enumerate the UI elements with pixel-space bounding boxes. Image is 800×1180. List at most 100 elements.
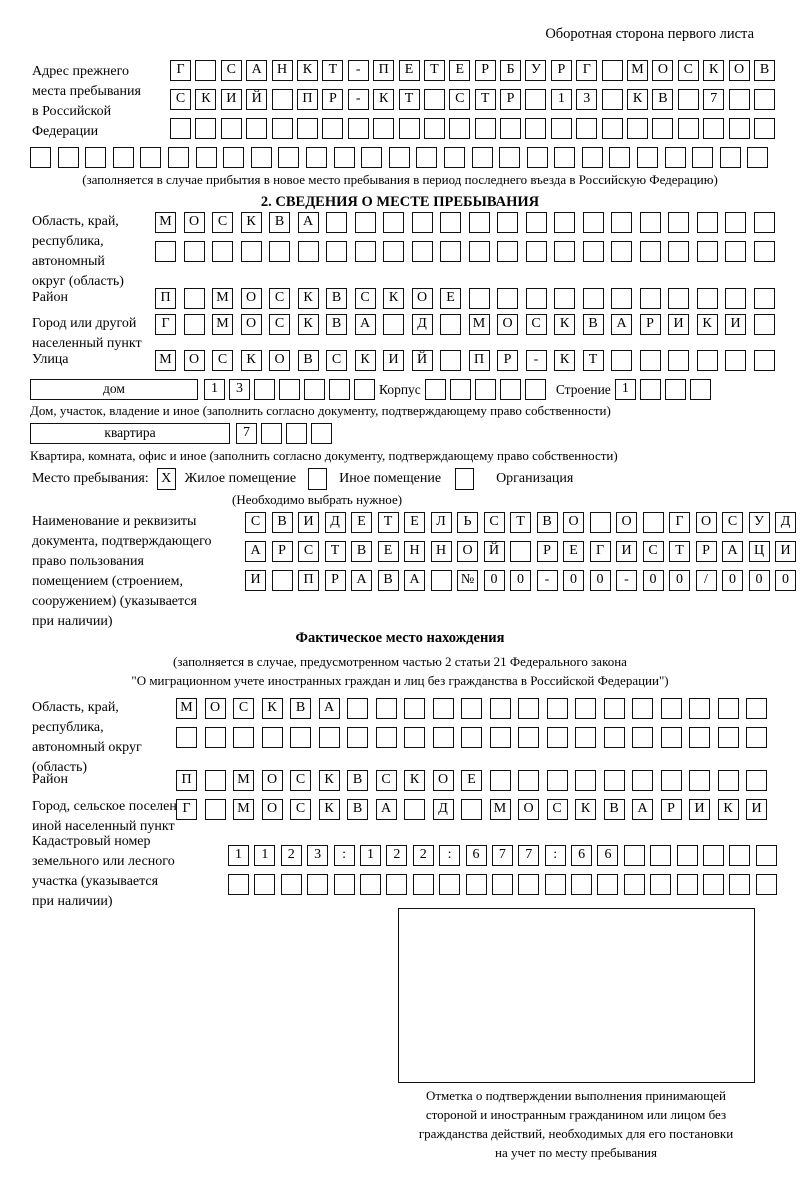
- char-cell[interactable]: [728, 118, 750, 139]
- char-cell[interactable]: [269, 241, 290, 262]
- char-cell[interactable]: Р: [474, 60, 496, 81]
- char-cell[interactable]: [753, 89, 775, 110]
- char-cell[interactable]: П: [468, 350, 490, 371]
- char-cell[interactable]: [489, 698, 511, 719]
- char-cell[interactable]: Т: [423, 60, 445, 81]
- char-cell[interactable]: [440, 314, 461, 335]
- char-cell[interactable]: 0: [722, 570, 743, 591]
- char-cell[interactable]: Ь: [457, 512, 478, 533]
- checkbox-organizaciya[interactable]: [455, 468, 475, 490]
- char-cell[interactable]: Г: [170, 60, 191, 81]
- char-cell[interactable]: 6: [597, 845, 619, 866]
- char-cell[interactable]: О: [728, 60, 750, 81]
- char-cell[interactable]: [497, 212, 518, 233]
- char-cell[interactable]: [499, 379, 521, 400]
- char-cell[interactable]: К: [554, 314, 575, 335]
- char-cell[interactable]: К: [696, 314, 718, 335]
- char-cell[interactable]: [383, 241, 404, 262]
- char-cell[interactable]: А: [632, 799, 653, 820]
- char-cell[interactable]: Г: [589, 541, 611, 562]
- char-cell[interactable]: П: [155, 288, 176, 309]
- char-cell[interactable]: [639, 350, 661, 371]
- char-cell[interactable]: О: [411, 288, 433, 309]
- char-cell[interactable]: Д: [775, 512, 796, 533]
- char-cell[interactable]: [689, 698, 710, 719]
- char-cell[interactable]: [689, 727, 710, 748]
- char-cell[interactable]: [601, 118, 623, 139]
- char-cell[interactable]: [430, 570, 452, 591]
- char-cell[interactable]: [611, 350, 632, 371]
- char-cell[interactable]: Т: [322, 60, 344, 81]
- char-cell[interactable]: [471, 147, 493, 168]
- char-cell[interactable]: [386, 874, 408, 895]
- char-cell[interactable]: [550, 118, 572, 139]
- char-cell[interactable]: [692, 147, 714, 168]
- char-cell[interactable]: 7: [491, 845, 513, 866]
- char-cell[interactable]: 7: [703, 89, 725, 110]
- char-cell[interactable]: 0: [589, 570, 611, 591]
- char-cell[interactable]: О: [616, 512, 637, 533]
- char-cell[interactable]: [525, 89, 547, 110]
- char-cell[interactable]: П: [373, 60, 395, 81]
- char-cell[interactable]: [639, 212, 661, 233]
- char-cell[interactable]: К: [404, 770, 425, 791]
- char-cell[interactable]: [554, 147, 576, 168]
- char-cell[interactable]: [525, 241, 547, 262]
- char-cell[interactable]: [582, 241, 604, 262]
- char-cell[interactable]: [729, 874, 751, 895]
- char-cell[interactable]: Л: [430, 512, 452, 533]
- char-cell[interactable]: В: [326, 314, 347, 335]
- char-cell[interactable]: [725, 350, 746, 371]
- char-cell[interactable]: К: [627, 89, 649, 110]
- char-cell[interactable]: Т: [377, 512, 399, 533]
- char-cell[interactable]: [546, 698, 568, 719]
- char-cell[interactable]: О: [183, 350, 205, 371]
- char-cell[interactable]: [347, 727, 368, 748]
- char-cell[interactable]: Е: [377, 541, 399, 562]
- char-cell[interactable]: 2: [386, 845, 408, 866]
- char-cell[interactable]: [753, 241, 775, 262]
- char-cell[interactable]: №: [457, 570, 478, 591]
- char-cell[interactable]: 1: [204, 379, 225, 400]
- char-cell[interactable]: 1: [550, 89, 572, 110]
- char-cell[interactable]: [304, 379, 325, 400]
- char-cell[interactable]: [170, 118, 191, 139]
- char-cell[interactable]: [603, 770, 625, 791]
- char-cell[interactable]: [271, 570, 293, 591]
- char-cell[interactable]: [489, 727, 511, 748]
- char-cell[interactable]: [440, 241, 461, 262]
- char-cell[interactable]: Ц: [748, 541, 770, 562]
- char-cell[interactable]: [729, 845, 751, 866]
- char-cell[interactable]: К: [261, 698, 283, 719]
- char-cell[interactable]: 1: [254, 845, 276, 866]
- char-cell[interactable]: 7: [236, 423, 257, 444]
- char-cell[interactable]: [703, 845, 725, 866]
- char-cell[interactable]: :: [333, 845, 355, 866]
- section2-region-row-2[interactable]: [155, 241, 775, 262]
- char-cell[interactable]: [755, 874, 777, 895]
- char-cell[interactable]: [510, 541, 531, 562]
- char-cell[interactable]: [333, 874, 355, 895]
- char-cell[interactable]: О: [183, 212, 205, 233]
- char-cell[interactable]: А: [246, 60, 268, 81]
- char-cell[interactable]: О: [240, 288, 262, 309]
- char-cell[interactable]: [664, 379, 686, 400]
- char-cell[interactable]: В: [603, 799, 625, 820]
- char-cell[interactable]: О: [240, 314, 262, 335]
- char-cell[interactable]: И: [616, 541, 637, 562]
- char-cell[interactable]: [468, 212, 490, 233]
- char-cell[interactable]: [524, 379, 546, 400]
- char-cell[interactable]: С: [290, 799, 311, 820]
- char-cell[interactable]: 0: [510, 570, 531, 591]
- char-cell[interactable]: :: [439, 845, 461, 866]
- char-cell[interactable]: [279, 379, 300, 400]
- char-cell[interactable]: Н: [271, 60, 293, 81]
- char-cell[interactable]: М: [627, 60, 649, 81]
- char-cell[interactable]: Е: [563, 541, 584, 562]
- char-cell[interactable]: [176, 727, 197, 748]
- char-cell[interactable]: [423, 89, 445, 110]
- char-cell[interactable]: [696, 288, 718, 309]
